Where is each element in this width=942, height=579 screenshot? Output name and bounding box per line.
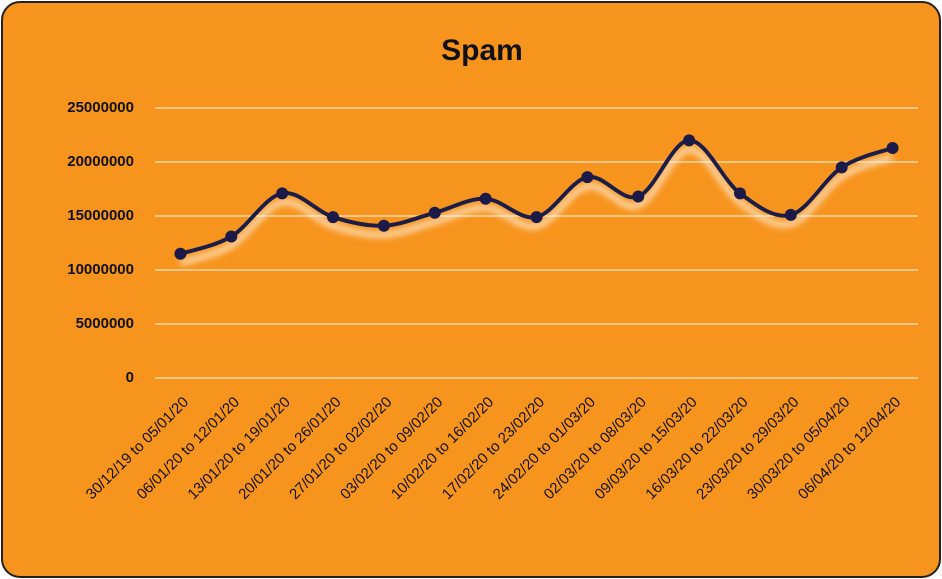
data-point	[428, 206, 441, 219]
data-point	[530, 211, 543, 224]
data-point	[479, 192, 492, 205]
data-point	[276, 187, 289, 200]
data-point	[733, 187, 746, 200]
series-line	[179, 138, 894, 256]
y-tick-label: 0	[126, 369, 134, 386]
y-tick-label: 10000000	[67, 261, 134, 278]
data-point	[174, 247, 187, 260]
data-point	[784, 208, 797, 221]
chart-title: Spam	[441, 34, 523, 67]
y-tick-label: 15000000	[67, 207, 134, 224]
data-point	[632, 190, 645, 203]
data-point	[683, 134, 696, 147]
data-point	[327, 211, 340, 224]
y-tick-label: 20000000	[67, 153, 134, 170]
y-tick-label: 5000000	[76, 315, 134, 332]
y-tick-label: 25000000	[67, 99, 134, 116]
data-point	[225, 230, 238, 243]
data-point	[377, 219, 390, 232]
data-point	[581, 171, 594, 184]
data-point	[835, 161, 848, 174]
data-point	[886, 141, 899, 154]
